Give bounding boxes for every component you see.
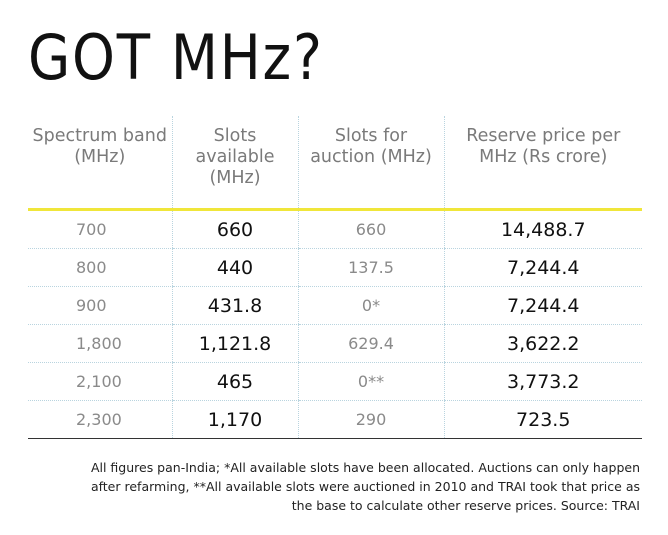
page-title: GOT MHz? <box>28 21 324 94</box>
band-cell: 2,100 <box>28 362 172 401</box>
header-slots-available: Slots available (MHz) <box>171 116 298 211</box>
table-row: 2,300 1,170 290 723.5 <box>28 400 642 439</box>
available-cell: 660 <box>171 209 298 249</box>
auction-cell: 629.4 <box>297 324 444 363</box>
available-cell: 440 <box>171 248 298 287</box>
price-cell: 3,622.2 <box>443 324 642 363</box>
available-cell: 1,170 <box>171 400 298 439</box>
band-cell: 700 <box>28 209 172 249</box>
header-reserve-price: Reserve price per MHz (Rs crore) <box>443 116 642 211</box>
auction-cell: 660 <box>297 209 444 249</box>
price-cell: 7,244.4 <box>443 286 642 325</box>
auction-cell: 137.5 <box>297 248 444 287</box>
band-cell: 1,800 <box>28 324 172 363</box>
available-cell: 465 <box>171 362 298 401</box>
band-cell: 2,300 <box>28 400 172 439</box>
price-cell: 7,244.4 <box>443 248 642 287</box>
price-cell: 14,488.7 <box>443 209 642 249</box>
price-cell: 723.5 <box>443 400 642 439</box>
available-cell: 431.8 <box>171 286 298 325</box>
table-row: 800 440 137.5 7,244.4 <box>28 248 642 287</box>
price-cell: 3,773.2 <box>443 362 642 401</box>
table-header-row: Spectrum band (MHz) Slots available (MHz… <box>28 116 642 211</box>
auction-cell: 290 <box>297 400 444 439</box>
auction-cell: 0** <box>297 362 444 401</box>
band-cell: 900 <box>28 286 172 325</box>
table-row: 2,100 465 0** 3,773.2 <box>28 362 642 401</box>
spectrum-table: Spectrum band (MHz) Slots available (MHz… <box>28 116 642 439</box>
table-row: 700 660 660 14,488.7 <box>28 209 642 249</box>
header-slots-for-auction: Slots for auction (MHz) <box>297 116 444 211</box>
available-cell: 1,121.8 <box>171 324 298 363</box>
table-row: 1,800 1,121.8 629.4 3,622.2 <box>28 324 642 363</box>
band-cell: 800 <box>28 248 172 287</box>
footnote: All figures pan-India; *All available sl… <box>90 460 640 513</box>
header-spectrum-band: Spectrum band (MHz) <box>28 116 172 211</box>
table-row: 900 431.8 0* 7,244.4 <box>28 286 642 325</box>
auction-cell: 0* <box>297 286 444 325</box>
